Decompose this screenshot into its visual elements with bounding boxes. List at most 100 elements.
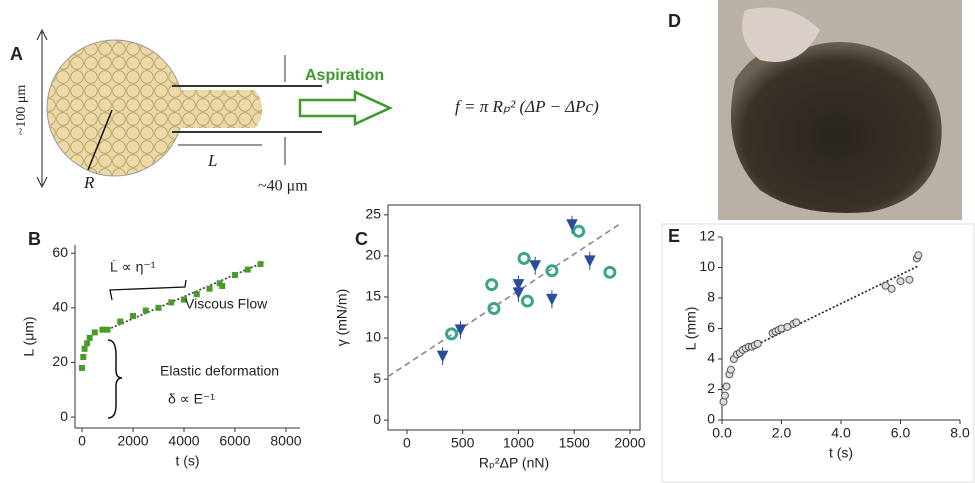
point bbox=[512, 275, 525, 294]
panel-label: E bbox=[668, 226, 680, 246]
x-tick-label: 2.0 bbox=[772, 425, 792, 441]
y-tick-label: 5 bbox=[373, 370, 381, 386]
y-tick-label: 6 bbox=[707, 319, 715, 335]
aspiration-arrow bbox=[298, 90, 394, 126]
point bbox=[520, 294, 534, 308]
point bbox=[91, 329, 98, 336]
point bbox=[896, 277, 905, 286]
point bbox=[445, 327, 459, 341]
x-tick-label: 500 bbox=[451, 435, 475, 451]
y-tick-label: 25 bbox=[365, 206, 381, 222]
aggregate bbox=[46, 39, 184, 177]
y-tick-label: 4 bbox=[707, 350, 715, 366]
point bbox=[753, 339, 762, 348]
point bbox=[86, 334, 93, 341]
point bbox=[84, 340, 91, 347]
formula: f = π Rₚ² (ΔP − ΔPc) bbox=[455, 97, 599, 116]
tissue bbox=[730, 42, 942, 214]
y-tick-label: 15 bbox=[365, 288, 381, 304]
x-tick-label: 0 bbox=[78, 433, 86, 449]
point bbox=[546, 290, 558, 309]
brace bbox=[107, 339, 123, 419]
plot-frame bbox=[387, 204, 641, 431]
point bbox=[487, 301, 501, 315]
point bbox=[726, 365, 735, 374]
point bbox=[584, 251, 596, 270]
panel-label: C bbox=[355, 229, 368, 249]
y-tick-label: 0 bbox=[60, 408, 68, 424]
photo: D bbox=[668, 0, 962, 220]
point bbox=[485, 278, 499, 292]
y-tick-label: 0 bbox=[707, 411, 715, 427]
point bbox=[454, 320, 467, 339]
diagram: A ~100 μm Aspiration R L ~40 μm f = π Rₚ… bbox=[10, 28, 599, 195]
annotation: Elastic deformation bbox=[160, 363, 279, 379]
point bbox=[193, 291, 200, 298]
point bbox=[244, 266, 251, 273]
radius-line bbox=[87, 109, 113, 171]
x-tick-label: 2000 bbox=[117, 433, 148, 449]
point bbox=[104, 326, 111, 333]
y-tick-label: 8 bbox=[707, 289, 715, 305]
point bbox=[155, 304, 162, 311]
annotation: Viscous Flow bbox=[185, 296, 268, 312]
x-tick-label: 0 bbox=[403, 435, 411, 451]
point bbox=[792, 318, 801, 327]
y-tick-label: 40 bbox=[52, 299, 68, 315]
length-label: L bbox=[207, 151, 217, 170]
y-tick-label: 20 bbox=[52, 353, 68, 369]
point bbox=[79, 364, 86, 371]
point bbox=[257, 261, 264, 268]
point bbox=[206, 285, 213, 292]
x-axis-label: Rₚ²ΔP (nN) bbox=[479, 455, 549, 471]
scale-label: ~100 μm bbox=[14, 85, 29, 136]
point bbox=[603, 265, 617, 279]
x-tick-label: 4.0 bbox=[831, 425, 851, 441]
point bbox=[168, 299, 175, 306]
x-tick-label: 0.0 bbox=[712, 425, 732, 441]
aspirated-tongue bbox=[170, 90, 263, 128]
x-tick-label: 1500 bbox=[559, 435, 590, 451]
x-axis-label: t (s) bbox=[829, 445, 853, 461]
point bbox=[572, 224, 586, 238]
y-axis-label: γ (mN/m) bbox=[334, 289, 350, 347]
x-axis-label: t (s) bbox=[175, 453, 199, 469]
pipette-label: ~40 μm bbox=[258, 178, 308, 195]
x-tick-label: 8.0 bbox=[950, 425, 970, 441]
x-tick-label: 2000 bbox=[614, 435, 645, 451]
panel-label: D bbox=[668, 11, 681, 31]
x-tick-label: 1000 bbox=[503, 435, 534, 451]
point bbox=[914, 251, 923, 260]
x-tick-label: 4000 bbox=[168, 433, 199, 449]
point bbox=[905, 275, 914, 284]
point bbox=[722, 382, 731, 391]
trend-line bbox=[387, 224, 620, 378]
glove bbox=[742, 7, 820, 62]
point bbox=[180, 296, 187, 303]
point bbox=[81, 345, 88, 352]
point bbox=[887, 284, 896, 293]
point bbox=[529, 256, 541, 275]
x-tick-label: 6000 bbox=[219, 433, 250, 449]
point bbox=[117, 318, 124, 325]
x-tick-label: 8000 bbox=[270, 433, 301, 449]
arrow-heads bbox=[36, 28, 48, 189]
point bbox=[219, 282, 226, 289]
action-label: Aspiration bbox=[305, 67, 384, 84]
point bbox=[436, 347, 449, 366]
y-tick-label: 10 bbox=[365, 329, 381, 345]
x-tick-label: 6.0 bbox=[891, 425, 911, 441]
point bbox=[80, 353, 87, 360]
point bbox=[142, 307, 149, 314]
point bbox=[720, 391, 729, 400]
point bbox=[545, 264, 559, 278]
bracket bbox=[109, 279, 187, 301]
annotation: L̇ ∝ η⁻¹ bbox=[110, 259, 156, 275]
point bbox=[130, 313, 137, 320]
panel-label: A bbox=[10, 44, 23, 64]
point bbox=[99, 326, 106, 333]
y-tick-label: 12 bbox=[699, 228, 715, 244]
y-tick-label: 2 bbox=[707, 380, 715, 396]
y-axis-label: L (mm) bbox=[683, 307, 699, 351]
